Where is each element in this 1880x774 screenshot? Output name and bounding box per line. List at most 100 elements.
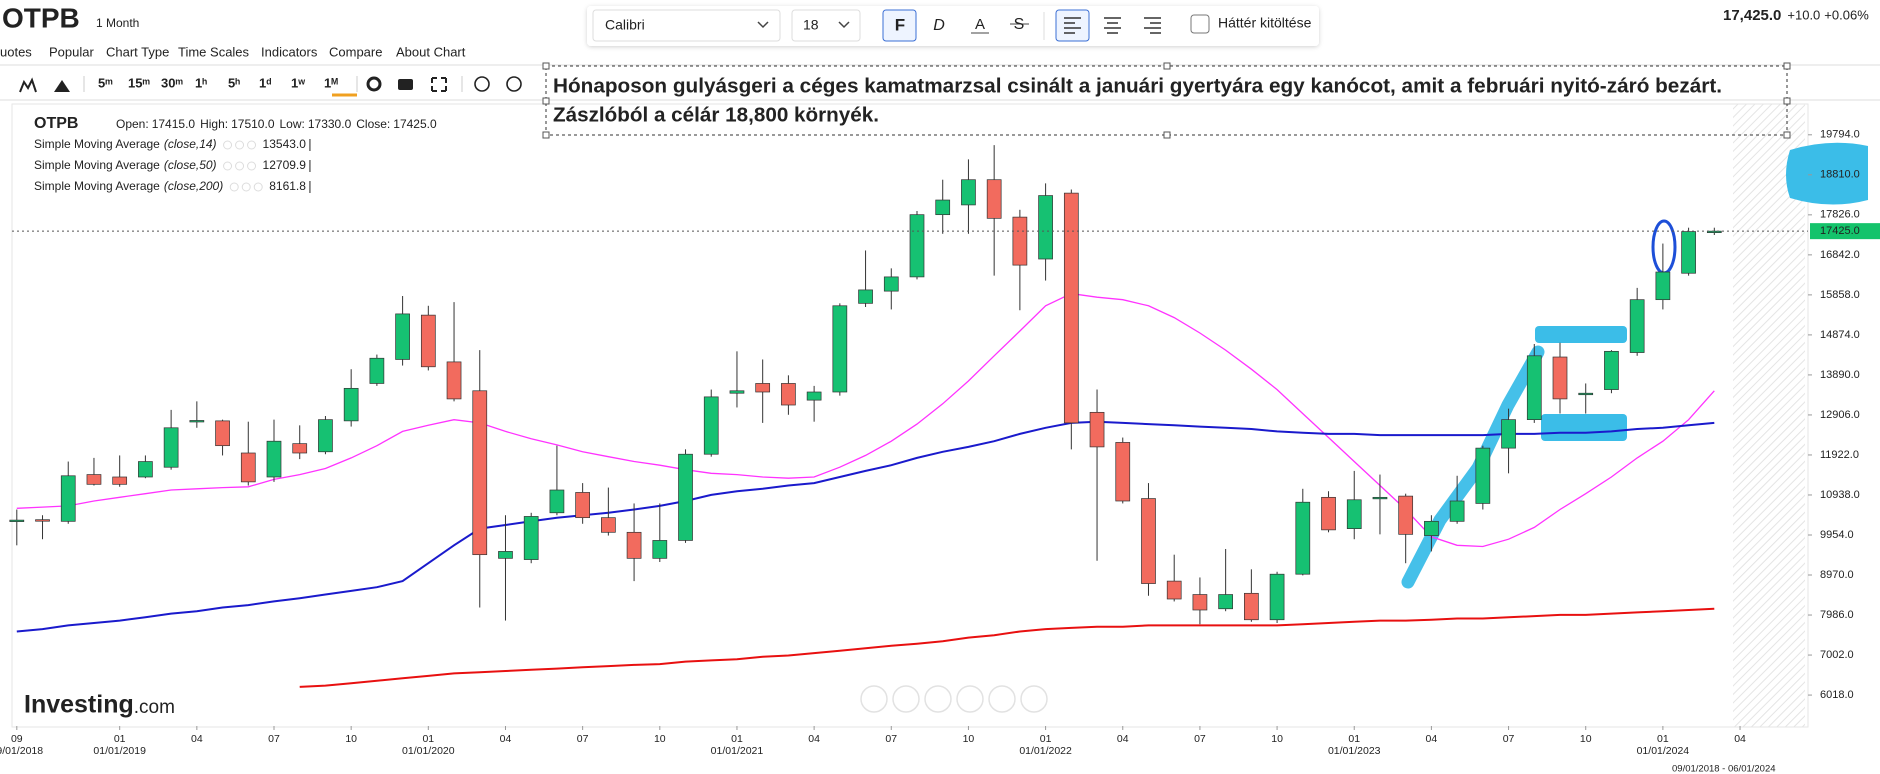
download-icon[interactable]: [474, 76, 490, 92]
time-scale[interactable]: 5ᵐ: [98, 75, 113, 90]
time-scale[interactable]: 5ʰ: [228, 75, 240, 90]
sma-legend-params: (close,50): [164, 158, 217, 172]
x-tick-label: 04: [1117, 733, 1129, 745]
align-center-icon[interactable]: [1104, 17, 1121, 34]
annotation-line[interactable]: Hónaposon gulyásgeri a céges kamatmarzsa…: [553, 75, 1722, 97]
menu-item[interactable]: Time Scales: [178, 44, 250, 59]
x-tick-label: 04: [808, 733, 820, 745]
candle-body: [523, 516, 539, 560]
candle-body: [163, 427, 179, 468]
legend-icon[interactable]: [235, 140, 245, 150]
legend-icon[interactable]: [223, 161, 233, 171]
nav-buttons[interactable]: [860, 685, 1048, 713]
candle-body: [446, 361, 462, 400]
sma-legend-name: Simple Moving Average: [34, 137, 160, 151]
highlight-flag-bottom: [1541, 414, 1627, 441]
candle-body: [755, 383, 771, 393]
sma-legend-name: Simple Moving Average: [34, 158, 160, 172]
x-tick-label: 04: [191, 733, 203, 745]
time-scale[interactable]: 30ᵐ: [161, 75, 183, 90]
legend-icon[interactable]: [235, 161, 245, 171]
candle-body: [806, 391, 822, 401]
time-scale[interactable]: 1ʰ: [195, 75, 207, 90]
candle-body: [1063, 192, 1079, 424]
candle-body: [1424, 520, 1439, 536]
candle-body: [729, 390, 745, 394]
y-tick-label: 8970.0: [1820, 569, 1854, 581]
time-scale[interactable]: 1ᵈ: [259, 75, 271, 90]
candle-body: [1218, 594, 1233, 610]
italic-label[interactable]: D: [933, 17, 945, 34]
legend-icon[interactable]: [229, 182, 239, 192]
menu-item[interactable]: Popular: [49, 44, 94, 59]
candle-body: [1089, 411, 1105, 448]
candle-body: [1604, 350, 1619, 390]
legend-icon[interactable]: [253, 182, 263, 192]
legend-label: Low:: [280, 117, 305, 131]
x-tick-label: 07: [268, 733, 280, 745]
upload-icon[interactable]: [506, 76, 522, 92]
y-tick-label: 14874.0: [1820, 329, 1860, 341]
align-left-icon: [1064, 17, 1081, 34]
menu-item[interactable]: uotes: [0, 44, 32, 59]
x-date-label: 01/01/2024: [1637, 745, 1690, 757]
candle-icon[interactable]: [19, 77, 37, 93]
date-range: 09/01/2018 - 06/01/2024: [1672, 764, 1776, 774]
x-date-label: 09/01/2018: [0, 745, 43, 757]
chevron: [757, 21, 769, 29]
annotation-line[interactable]: Zászlóból a célár 18,800 környék.: [553, 104, 879, 126]
legend-label: High:: [200, 117, 228, 131]
camera-icon[interactable]: [398, 79, 413, 90]
size-select[interactable]: [791, 9, 861, 42]
x-tick-label: 01: [422, 733, 434, 745]
menu-item[interactable]: Indicators: [261, 44, 318, 59]
color-label[interactable]: A: [975, 16, 985, 33]
candle-body: [1372, 496, 1388, 500]
legend-icon[interactable]: [223, 140, 233, 150]
time-scale[interactable]: 15ᵐ: [128, 75, 150, 90]
candle-body: [909, 214, 925, 278]
candle-body: [1629, 299, 1645, 353]
candle-body: [858, 289, 873, 304]
watermark: .com: [134, 697, 175, 718]
x-tick-label: 01: [1040, 733, 1052, 745]
fill-checkbox[interactable]: [1190, 14, 1210, 34]
menu-item[interactable]: Compare: [329, 44, 382, 59]
candle-body: [1578, 392, 1594, 396]
sma-line: [299, 607, 1715, 688]
legend-icon[interactable]: [247, 140, 257, 150]
area-icon[interactable]: [54, 80, 70, 92]
candle-body: [1552, 356, 1568, 400]
chevron: [838, 21, 850, 29]
candle-body: [1269, 573, 1285, 621]
x-date-label: 01/01/2019: [93, 745, 146, 757]
font-select[interactable]: [592, 9, 781, 42]
settings-icon[interactable]: [366, 76, 382, 92]
font-size: 18: [803, 17, 819, 33]
legend-icon[interactable]: [247, 161, 257, 171]
align-left-button[interactable]: [1055, 9, 1090, 42]
align-right-icon[interactable]: [1144, 17, 1161, 34]
bold-label[interactable]: F: [895, 15, 905, 34]
candle-body: [703, 396, 719, 455]
fullscreen-icon[interactable]: [431, 77, 447, 92]
candle-body: [1141, 498, 1156, 584]
x-date-label: 01/01/2022: [1019, 745, 1072, 757]
menu-item[interactable]: Chart Type: [106, 44, 169, 59]
legend-label: Close:: [356, 117, 390, 131]
candle-body: [601, 517, 616, 533]
x-tick-label: 04: [500, 733, 512, 745]
strike-label[interactable]: S: [1014, 16, 1025, 33]
x-tick-label: 10: [1580, 733, 1592, 745]
candle-body: [549, 489, 565, 514]
legend-value: 17510.0: [231, 117, 275, 131]
time-scale[interactable]: 1ʷ: [291, 75, 305, 90]
candle-body: [1244, 592, 1259, 621]
last-price: 17,425.0: [1723, 7, 1781, 24]
bold-button[interactable]: [882, 9, 917, 42]
time-scale[interactable]: 1ᴹ: [324, 75, 338, 90]
menu-item[interactable]: About Chart: [396, 44, 466, 59]
legend-icon[interactable]: [241, 182, 251, 192]
interval: 1 Month: [96, 16, 139, 30]
